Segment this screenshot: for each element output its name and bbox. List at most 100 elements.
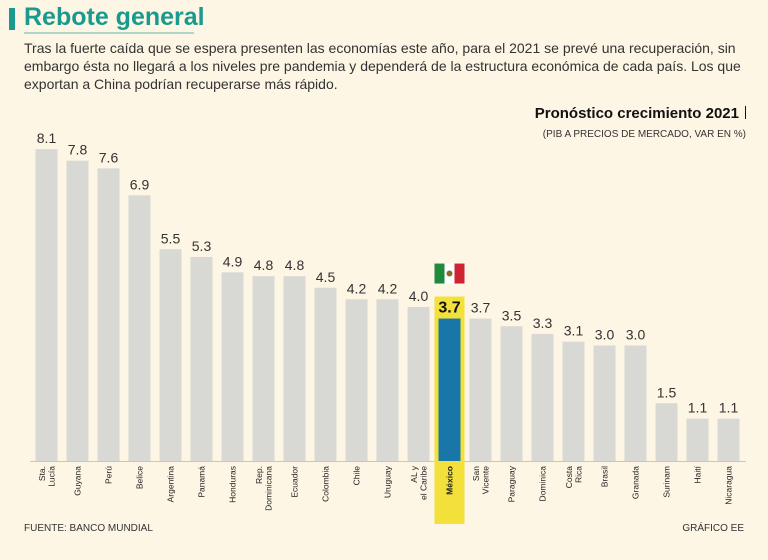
bar-guyana — [66, 160, 89, 461]
category-label-panama: Panamá — [197, 466, 207, 498]
source-note: FUENTE: BANCO MUNDIAL — [24, 523, 153, 534]
bar-surinam — [655, 403, 678, 461]
value-label-uruguay: 4.2 — [378, 280, 398, 296]
category-label-line: Paraguay — [507, 465, 517, 502]
category-label-ecuador: Ecuador — [290, 466, 300, 498]
category-label-san-vicente: SanVicente — [471, 466, 491, 494]
category-label-line: Rica — [574, 466, 584, 483]
category-label-line: Nicaragua — [724, 466, 734, 505]
value-label-colombia: 4.5 — [316, 269, 336, 285]
category-label-costa-rica: CostaRica — [564, 466, 584, 488]
bar-al-y-el-caribe — [407, 307, 430, 461]
value-label-argentina: 5.5 — [161, 230, 181, 246]
category-label-line: Granada — [631, 466, 641, 499]
category-label-line: Ecuador — [290, 466, 300, 498]
value-label-guyana: 7.8 — [68, 142, 88, 158]
category-label-uruguay: Uruguay — [383, 465, 393, 498]
category-label-line: Sta. — [37, 466, 47, 481]
category-label-surinam: Surinam — [662, 466, 672, 498]
bar-costa-rica — [562, 341, 585, 461]
category-label-argentina: Argentina — [166, 466, 176, 503]
category-label-line: Dominica — [538, 466, 548, 502]
category-label-belice: Belice — [135, 466, 145, 489]
bar-panama — [190, 256, 213, 461]
category-label-line: Uruguay — [383, 465, 393, 498]
category-label-chile: Chile — [352, 466, 362, 486]
bar-paraguay — [500, 326, 523, 461]
category-label-paraguay: Paraguay — [507, 465, 517, 502]
bar-honduras — [221, 272, 244, 461]
value-label-granada: 3.0 — [626, 327, 646, 343]
value-label-paraguay: 3.5 — [502, 307, 522, 323]
value-label-peru: 7.6 — [99, 149, 119, 165]
category-label-sta-lucia: Sta.Lucía — [37, 466, 57, 487]
category-label-line: Perú — [104, 466, 114, 484]
category-label-line: Surinam — [662, 466, 672, 498]
title-accent-bar — [9, 8, 15, 30]
bar-nicaragua — [717, 418, 740, 461]
value-label-ecuador: 4.8 — [285, 257, 305, 273]
bar-rep-dominicana — [252, 276, 275, 461]
mexico-flag-icon — [446, 270, 453, 277]
value-label-dominica: 3.3 — [533, 315, 553, 331]
bar-ecuador — [283, 276, 306, 461]
bar-argentina — [159, 249, 182, 461]
category-label-line: Rep. — [254, 466, 264, 484]
category-label-haiti: Haití — [693, 465, 703, 483]
bar-brasil — [593, 345, 616, 461]
value-label-haiti: 1.1 — [688, 400, 708, 416]
category-label-line: Guyana — [73, 466, 83, 496]
category-label-nicaragua: Nicaragua — [724, 466, 734, 505]
value-label-rep-dominicana: 4.8 — [254, 257, 274, 273]
bar-uruguay — [376, 299, 399, 461]
value-label-surinam: 1.5 — [657, 384, 677, 400]
chart-title-text: Pronóstico crecimiento 2021 — [534, 105, 739, 122]
category-label-guyana: Guyana — [73, 466, 83, 496]
value-label-brasil: 3.0 — [595, 327, 615, 343]
flag-green-stripe — [434, 263, 445, 284]
category-label-mexico: México — [445, 466, 455, 495]
category-label-colombia: Colombia — [321, 466, 331, 502]
category-label-line: AL y — [409, 465, 419, 482]
category-label-line: Panamá — [197, 466, 207, 498]
chart-title: Pronóstico crecimiento 2021 — [535, 105, 746, 122]
bar-san-vicente — [469, 318, 492, 461]
category-label-dominica: Dominica — [538, 466, 548, 502]
category-label-al-y-el-caribe: AL yel Caribe — [409, 465, 429, 500]
category-label-peru: Perú — [104, 466, 114, 484]
page-subtitle: Tras la fuerte caída que se espera prese… — [24, 40, 741, 92]
chart-subtitle: (PIB A PRECIOS DE MERCADO, VAR EN %) — [542, 129, 746, 140]
category-label-line: Haití — [693, 465, 703, 483]
value-label-al-y-el-caribe: 4.0 — [409, 288, 429, 304]
category-label-line: Colombia — [321, 466, 331, 502]
graphic-credit: GRÁFICO EE — [682, 523, 744, 534]
category-label-granada: Granada — [631, 466, 641, 499]
category-label-line: Dominicana — [264, 466, 274, 511]
category-label-line: el Caribe — [419, 466, 429, 500]
value-label-costa-rica: 3.1 — [564, 323, 584, 339]
category-label-honduras: Honduras — [228, 466, 238, 503]
category-label-line: Brasil — [600, 466, 610, 487]
category-label-line: Chile — [352, 466, 362, 486]
bar-granada — [624, 345, 647, 461]
bar-belice — [128, 195, 151, 461]
title-underline — [24, 32, 194, 34]
category-label-line: México — [445, 466, 455, 495]
category-label-line: Lucía — [47, 466, 57, 487]
category-label-line: Honduras — [228, 466, 238, 503]
category-label-brasil: Brasil — [600, 466, 610, 487]
value-label-san-vicente: 3.7 — [471, 300, 491, 316]
category-label-rep-dominicana: Rep.Dominicana — [254, 466, 274, 511]
category-label-line: San — [471, 466, 481, 481]
value-label-mexico: 3.7 — [438, 300, 460, 317]
chart-title-marker — [745, 106, 746, 119]
value-label-nicaragua: 1.1 — [719, 400, 739, 416]
value-label-chile: 4.2 — [347, 280, 367, 296]
category-label-line: Belice — [135, 466, 145, 489]
page-title: Rebote general — [24, 3, 205, 31]
value-label-honduras: 4.9 — [223, 253, 243, 269]
flag-red-stripe — [454, 263, 465, 284]
category-label-line: Argentina — [166, 466, 176, 503]
bar-chile — [345, 299, 368, 461]
